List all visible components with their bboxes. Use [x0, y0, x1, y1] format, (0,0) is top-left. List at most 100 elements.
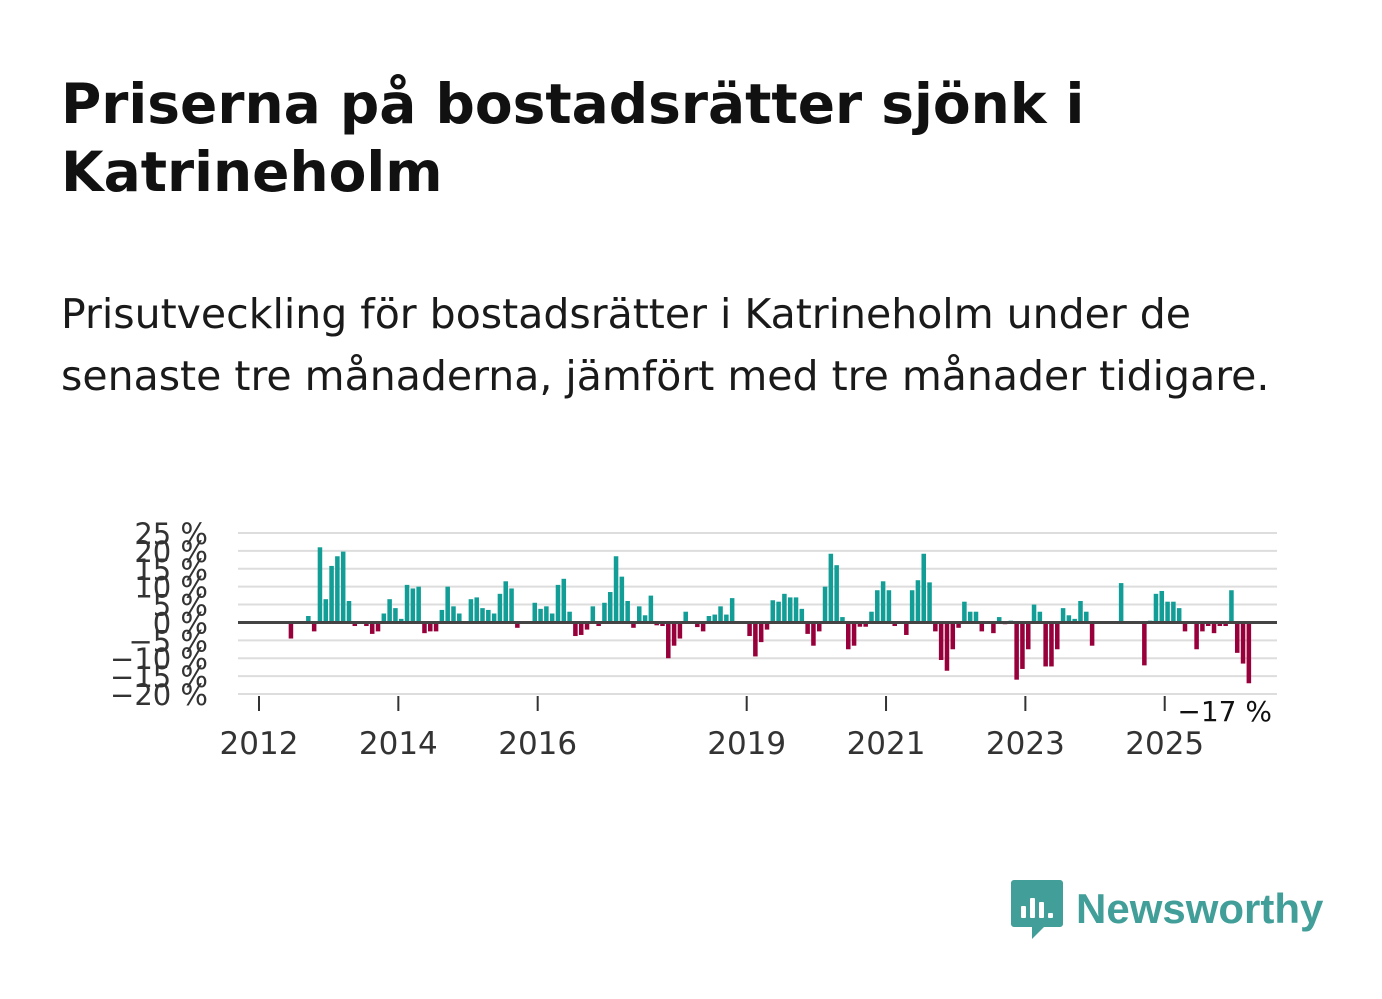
bar: [474, 597, 479, 623]
bar: [816, 622, 822, 632]
bar: [1153, 593, 1159, 623]
bar: [660, 622, 665, 627]
newsworthy-logo: Newsworthy: [1010, 878, 1323, 940]
bar: [1066, 615, 1072, 623]
bar: [880, 581, 886, 623]
bar: [695, 622, 700, 628]
bar: [497, 593, 503, 623]
bar: [805, 622, 810, 634]
bar: [857, 622, 863, 627]
y-tick-label: −20 %: [110, 678, 208, 712]
bar: [776, 601, 781, 623]
bar: [1031, 604, 1037, 623]
y-tick-label: 0 %: [153, 606, 208, 640]
x-tick-label: 2025: [1125, 726, 1204, 762]
bar: [584, 622, 590, 630]
bar: [619, 576, 625, 623]
bar: [1025, 622, 1031, 650]
bar: [323, 599, 329, 623]
bar: [648, 595, 654, 623]
bar: [846, 622, 851, 650]
bar: [1049, 622, 1054, 667]
bar: [1176, 608, 1182, 623]
bar: [718, 606, 723, 623]
bar: [340, 551, 346, 623]
bar: [532, 602, 538, 623]
bars: [288, 547, 1252, 684]
bar: [404, 584, 410, 623]
bar: [747, 622, 752, 637]
bar: [1142, 622, 1147, 666]
bar: [602, 602, 607, 623]
bar: [904, 622, 909, 635]
y-tick-label: −5 %: [128, 624, 208, 658]
bar: [1072, 618, 1077, 623]
bar: [683, 611, 688, 623]
chart-subtitle: Prisutveckling för bostadsrätter i Katri…: [61, 290, 1270, 400]
bar: [822, 586, 828, 623]
bar: [642, 615, 648, 623]
bar: [573, 622, 578, 637]
bar: [1211, 622, 1217, 634]
bar: [549, 613, 555, 623]
y-tick-label: −15 %: [110, 660, 208, 694]
bar: [915, 580, 921, 623]
y-tick-label: 10 %: [134, 571, 208, 605]
bar: [1055, 622, 1060, 650]
bar: [921, 553, 927, 623]
bar: [927, 582, 932, 623]
bar: [973, 611, 979, 623]
x-tick-label: 2019: [707, 726, 786, 762]
bar: [1205, 622, 1211, 627]
bar: [410, 588, 416, 623]
bar: [486, 609, 491, 623]
bar: [753, 622, 758, 657]
bar: [1060, 608, 1066, 623]
bar: [863, 622, 868, 627]
y-tick-label: −10 %: [110, 642, 208, 676]
bar: [764, 622, 770, 630]
bar: [1014, 622, 1019, 680]
newsworthy-logo-icon: [1011, 880, 1063, 939]
bar: [387, 599, 392, 623]
bar: [491, 613, 497, 623]
bar: [480, 608, 485, 623]
bar: [1229, 590, 1234, 623]
bar: [509, 588, 514, 623]
bar: [369, 622, 375, 634]
bar: [758, 622, 764, 643]
bar: [892, 622, 897, 627]
x-tick-label: 2014: [359, 726, 438, 762]
bar: [770, 600, 776, 623]
bar: [1223, 622, 1228, 627]
bar: [364, 622, 369, 627]
x-tick-label: 2021: [847, 726, 926, 762]
bar: [567, 611, 572, 623]
bar: [1084, 611, 1089, 623]
bar: [544, 606, 549, 623]
bar: [1037, 611, 1043, 623]
bar: [433, 622, 439, 632]
bar: [1246, 622, 1252, 684]
bar: [631, 622, 636, 628]
bar: [950, 622, 956, 650]
bar: [944, 622, 950, 671]
bar: [1089, 622, 1095, 646]
bar: [991, 622, 996, 634]
brand-name: Newsworthy: [1076, 885, 1324, 932]
bar-chart: 25 %20 %15 %10 %5 %0 %−5 %−10 %−15 %−20 …: [110, 517, 1277, 762]
bar: [329, 565, 334, 623]
bar: [875, 590, 880, 623]
bar: [1078, 600, 1083, 623]
x-axis-ticks: 2012 2014 2016 2019 2021 2023 2025: [220, 696, 1204, 762]
bar: [967, 611, 973, 623]
bar: [451, 606, 456, 623]
last-value-label: −17 %: [1177, 695, 1272, 728]
bar: [1182, 622, 1188, 632]
bar: [1118, 583, 1124, 623]
bar: [938, 622, 944, 661]
bar: [828, 553, 834, 623]
bar: [962, 601, 967, 623]
bar: [311, 622, 317, 632]
bar: [724, 614, 729, 623]
